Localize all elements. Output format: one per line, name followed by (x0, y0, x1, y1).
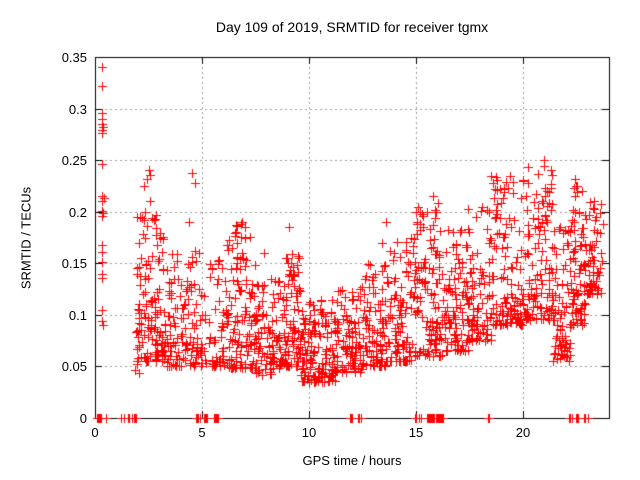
x-tick-label-15: 15 (408, 425, 424, 440)
y-tick-label-0.35: 0.35 (61, 50, 87, 65)
y-tick-label-0.25: 0.25 (61, 153, 87, 168)
x-tick-label-0: 0 (91, 425, 99, 440)
x-tick-label-10: 10 (301, 425, 317, 440)
x-tick-label-20: 20 (515, 425, 531, 440)
y-tick-label-0.15: 0.15 (61, 256, 87, 271)
y-axis-title: SRMTID / TECUs (18, 186, 34, 290)
x-tick-label-5: 5 (198, 425, 206, 440)
y-tick-label-0.1: 0.1 (68, 308, 87, 323)
y-tick-label-0.2: 0.2 (68, 205, 87, 220)
y-tick-label-0.05: 0.05 (61, 359, 87, 374)
y-tick-label-0.3: 0.3 (68, 102, 87, 117)
chart-title: Day 109 of 2019, SRMTID for receiver tgm… (215, 19, 489, 35)
x-axis-title: GPS time / hours (302, 453, 402, 468)
y-tick-label-0: 0 (79, 411, 87, 426)
